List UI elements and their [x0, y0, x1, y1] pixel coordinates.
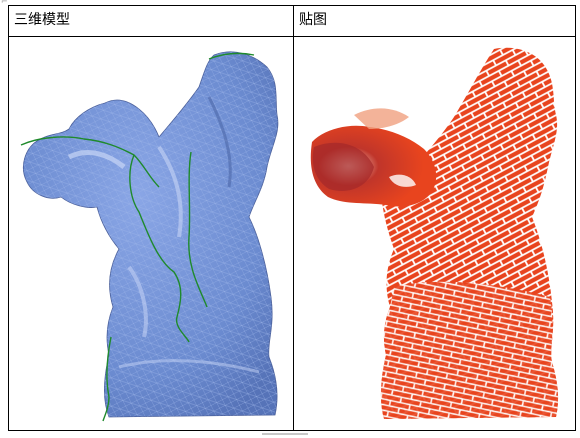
- header-texture-map: 贴图: [299, 12, 327, 28]
- cell-texture-map: [294, 37, 575, 430]
- column-divider: [293, 6, 294, 430]
- corner-marker: ⌐: [1, 0, 8, 6]
- cell-3d-model: [9, 37, 293, 430]
- header-divider: [9, 36, 575, 37]
- gargoyle-mesh-model-image: [20, 51, 279, 422]
- header-3d-model: 三维模型: [14, 12, 70, 28]
- footer-marker: [262, 433, 308, 435]
- gargoyle-brick-texture-image: [310, 47, 559, 419]
- comparison-table: 三维模型 贴图: [8, 5, 576, 431]
